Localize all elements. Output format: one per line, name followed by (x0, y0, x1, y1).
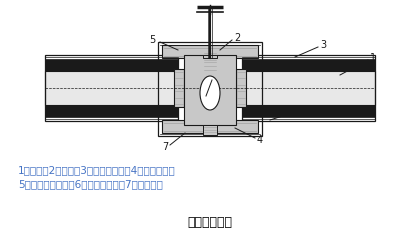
Bar (242, 55, 375, 121)
Bar (45, 55, 178, 121)
Bar (162, 45, 258, 58)
Text: 1、管道；2、阀门；3、管道保温层；4、绑扎钢带；: 1、管道；2、阀门；3、管道保温层；4、绑扎钢带； (18, 165, 176, 175)
Bar (45, 71, 178, 105)
Bar (45, 59, 178, 71)
Text: 3: 3 (320, 40, 326, 50)
Bar (162, 120, 258, 133)
Bar (242, 71, 375, 105)
Bar (158, 42, 262, 136)
Text: 4: 4 (257, 135, 263, 145)
Text: 7: 7 (162, 142, 168, 152)
Bar (242, 105, 375, 117)
Bar (174, 69, 184, 107)
Bar (184, 55, 236, 125)
Bar (236, 69, 246, 107)
Text: 1: 1 (370, 53, 376, 63)
Bar (203, 55, 217, 58)
Bar (45, 105, 178, 117)
Text: 5、填充保温材料；6、镀锌铁丝网；7、保护层。: 5、填充保温材料；6、镀锌铁丝网；7、保护层。 (18, 179, 163, 189)
Bar (203, 125, 217, 135)
Bar (242, 59, 375, 71)
Text: 2: 2 (234, 33, 240, 43)
Ellipse shape (200, 76, 220, 110)
Text: 5: 5 (149, 35, 155, 45)
Text: 6: 6 (297, 105, 303, 115)
Text: 阀门保温结构: 阀门保温结构 (187, 215, 233, 229)
